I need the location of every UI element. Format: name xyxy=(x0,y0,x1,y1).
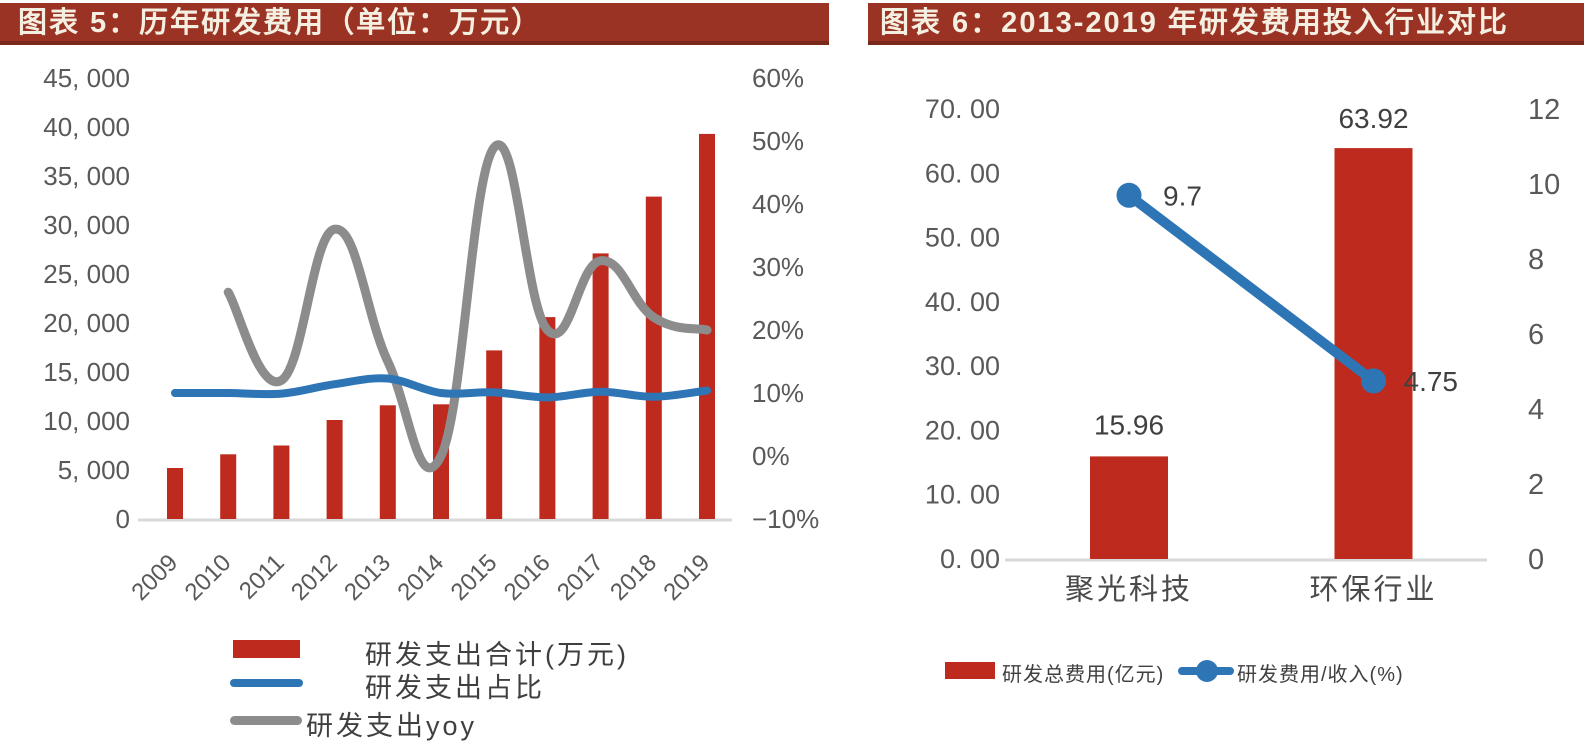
x-axis-year-label: 2016 xyxy=(499,549,556,606)
right-axis-tick-label: 2 xyxy=(1528,469,1544,501)
x-axis-year-label: 2014 xyxy=(392,549,449,606)
legend-label-rd-expense-total: 研发支出合计(万元) xyxy=(365,640,629,670)
legend-label-rd-cost-revenue-ratio: 研发费用/收入(%) xyxy=(1237,664,1404,686)
left-axis-tick-label: 10, 000 xyxy=(43,406,130,436)
left-axis-tick-label: 0 xyxy=(116,504,130,534)
rd-cost-revenue-ratio-line xyxy=(1124,190,1379,386)
right-axis-tick-label: 40% xyxy=(752,189,804,219)
right-axis-tick-label: 12 xyxy=(1528,94,1560,126)
legend-swatch-rd-expense-yoy xyxy=(230,716,302,725)
x-axis-category-label: 环保行业 xyxy=(1309,573,1437,606)
legend-label-rd-expense-ratio: 研发支出占比 xyxy=(365,673,545,703)
right-axis-tick-label: 10 xyxy=(1528,169,1560,201)
left-axis-tick-label: 10. 00 xyxy=(925,480,1000,510)
right-axis-tick-label: 20% xyxy=(752,315,804,345)
left-axis-tick-label: 25, 000 xyxy=(43,259,130,289)
right-axis-tick-label: 30% xyxy=(752,252,804,282)
right-axis-tick-label: 8 xyxy=(1528,244,1544,276)
right-axis-tick-label: 60% xyxy=(752,63,804,93)
figure-6-title-bar: 图表 6：2013-2019 年研发费用投入行业对比 xyxy=(868,3,1584,45)
rd-expense-bar-2011 xyxy=(273,445,290,519)
rd-total-cost-bar-环保行业 xyxy=(1334,148,1413,559)
left-axis-tick-label: 30. 00 xyxy=(925,351,1000,381)
left-axis-tick-label: 0. 00 xyxy=(940,544,1000,574)
line-data-label: 4.75 xyxy=(1404,366,1459,397)
data-point-marker xyxy=(1116,182,1142,208)
rd-expense-bar-2016 xyxy=(539,317,556,519)
left-axis-tick-label: 35, 000 xyxy=(43,161,130,191)
legend-swatch-rd-total-cost xyxy=(945,662,995,679)
bar-data-label: 15.96 xyxy=(1094,409,1164,440)
x-axis-year-label: 2015 xyxy=(446,549,503,606)
right-axis-tick-label: 50% xyxy=(752,126,804,156)
left-axis-tick-label: 5, 000 xyxy=(58,455,130,485)
left-axis-tick-label: 20. 00 xyxy=(925,415,1000,445)
right-axis-tick-label: 10% xyxy=(752,378,804,408)
rd-expense-bar-2012 xyxy=(326,420,343,519)
rd-total-cost-bar-聚光科技 xyxy=(1090,456,1168,559)
x-axis-year-label: 2019 xyxy=(658,549,715,606)
x-axis-year-label: 2009 xyxy=(126,549,183,606)
left-axis-tick-label: 45, 000 xyxy=(43,63,130,93)
right-axis-tick-label: 0 xyxy=(1528,544,1544,576)
left-axis-tick-label: 20, 000 xyxy=(43,308,130,338)
right-axis-tick-label: 0% xyxy=(752,441,790,471)
x-axis-category-label: 聚光科技 xyxy=(1065,573,1193,606)
x-axis-year-label: 2010 xyxy=(180,549,237,606)
x-axis-year-label: 2011 xyxy=(234,549,290,605)
left-axis-tick-label: 50. 00 xyxy=(925,223,1000,253)
right-axis-tick-label: 6 xyxy=(1528,319,1544,351)
right-axis-tick-label: 4 xyxy=(1528,394,1544,426)
bar-data-label: 63.92 xyxy=(1338,103,1408,134)
left-axis-tick-label: 40. 00 xyxy=(925,287,1000,317)
right-axis-tick-label: −10% xyxy=(752,504,819,534)
x-axis-year-label: 2017 xyxy=(552,549,609,606)
rd-expense-bar-2017 xyxy=(592,253,609,519)
left-axis-tick-label: 40, 000 xyxy=(43,112,130,142)
x-axis-year-label: 2012 xyxy=(286,549,343,606)
x-axis-year-label: 2013 xyxy=(339,549,396,606)
legend-label-rd-expense-yoy: 研发支出yoy xyxy=(306,711,478,741)
legend-swatch-rd-expense-total xyxy=(233,640,300,658)
data-point-marker xyxy=(1361,368,1386,394)
left-axis-tick-label: 60. 00 xyxy=(925,158,1000,188)
legend-swatch-rd-expense-ratio xyxy=(230,679,303,687)
figure-6-title: 图表 6：2013-2019 年研发费用投入行业对比 xyxy=(880,7,1509,39)
rd-expense-bar-2015 xyxy=(486,350,503,519)
line-data-label: 9.7 xyxy=(1163,180,1202,211)
rd-expense-bar-2010 xyxy=(220,454,237,519)
rd-expense-bar-2018 xyxy=(645,196,662,519)
rd-expense-ratio-line xyxy=(171,374,711,402)
figure-5-title: 图表 5：历年研发费用（单位：万元） xyxy=(18,7,543,39)
legend-label-rd-total-cost: 研发总费用(亿元) xyxy=(1002,664,1165,686)
x-axis-year-label: 2018 xyxy=(605,549,662,606)
rd-expense-bar-2009 xyxy=(167,468,183,519)
left-axis-tick-label: 30, 000 xyxy=(43,210,130,240)
left-axis-tick-label: 15, 000 xyxy=(43,357,130,387)
legend-marker-rd-cost-revenue-ratio xyxy=(1196,660,1218,682)
figure-5-chart: 45, 000 40, 000 35, 000 30, 000 25, 000 20, 0… xyxy=(43,63,819,606)
rd-expense-yoy-line xyxy=(223,140,712,473)
left-axis-tick-label: 70. 00 xyxy=(925,94,1000,124)
rd-expense-bar-2013 xyxy=(379,405,396,519)
figure-5-title-bar: 图表 5：历年研发费用（单位：万元） xyxy=(0,3,829,45)
